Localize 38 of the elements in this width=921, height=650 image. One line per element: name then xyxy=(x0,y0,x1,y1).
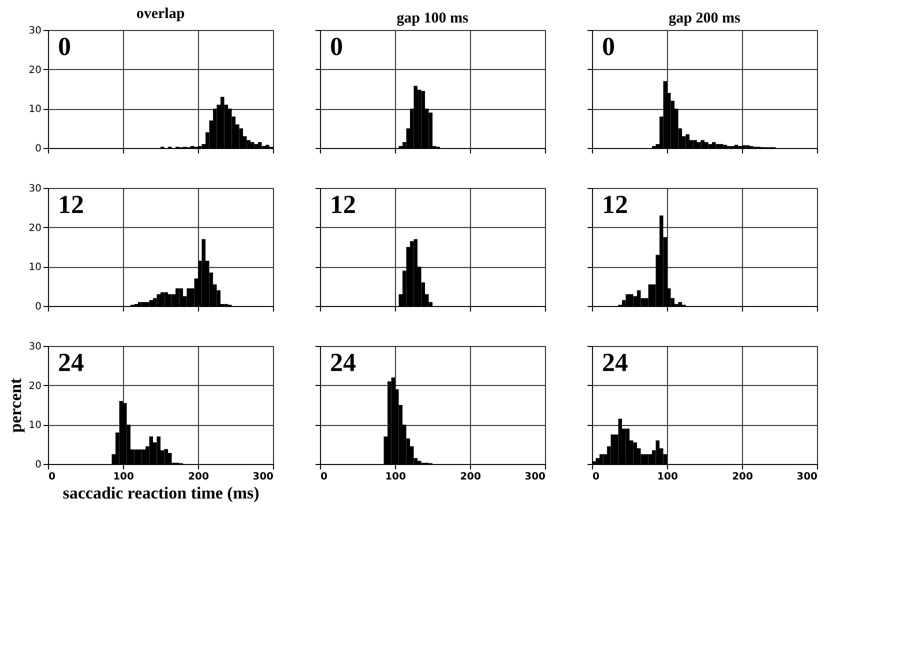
y-tick-label: 20 xyxy=(28,380,42,392)
x-axis-title: saccadic reaction time (ms) xyxy=(62,484,260,502)
annotation: 12 xyxy=(602,190,628,219)
y-tick-label: 0 xyxy=(35,144,42,154)
annotation: 24 xyxy=(602,348,628,377)
x-tick-label: 300 xyxy=(524,472,546,482)
x-tick-label: 100 xyxy=(113,472,134,482)
y-tick-label: 20 xyxy=(28,222,42,234)
y-tick-label: 0 xyxy=(35,302,42,312)
y-tick-label: 0 xyxy=(35,460,42,470)
chart-title: gap 100 ms xyxy=(396,10,468,26)
annotation: 12 xyxy=(330,190,356,219)
x-tick-label: 200 xyxy=(732,472,753,482)
chart-title: gap 200 ms xyxy=(668,10,740,26)
x-tick-label: 0 xyxy=(320,472,328,482)
annotation: 24 xyxy=(58,348,84,377)
y-tick-label: 30 xyxy=(28,342,42,352)
y-tick-label: 10 xyxy=(28,104,42,116)
x-tick-label: 200 xyxy=(188,472,209,482)
y-tick-label: 10 xyxy=(28,262,42,274)
x-tick-label: 100 xyxy=(385,472,406,482)
annotation: 0 xyxy=(58,32,71,61)
x-tick-label: 300 xyxy=(252,472,274,482)
y-tick-label: 20 xyxy=(28,64,42,76)
annotation: 24 xyxy=(330,348,356,377)
y-tick-label: 30 xyxy=(28,26,42,36)
x-tick-label: 300 xyxy=(796,472,818,482)
y-tick-label: 30 xyxy=(28,184,42,194)
annotation: 0 xyxy=(330,32,343,61)
annotation: 12 xyxy=(58,190,84,219)
y-axis-title: percent xyxy=(6,378,25,433)
y-tick-label: 10 xyxy=(28,420,42,432)
x-tick-label: 100 xyxy=(657,472,678,482)
x-tick-label: 0 xyxy=(48,472,56,482)
x-tick-label: 200 xyxy=(460,472,481,482)
chart-title: overlap xyxy=(136,6,185,22)
x-tick-label: 0 xyxy=(592,472,600,482)
annotation: 0 xyxy=(602,32,615,61)
